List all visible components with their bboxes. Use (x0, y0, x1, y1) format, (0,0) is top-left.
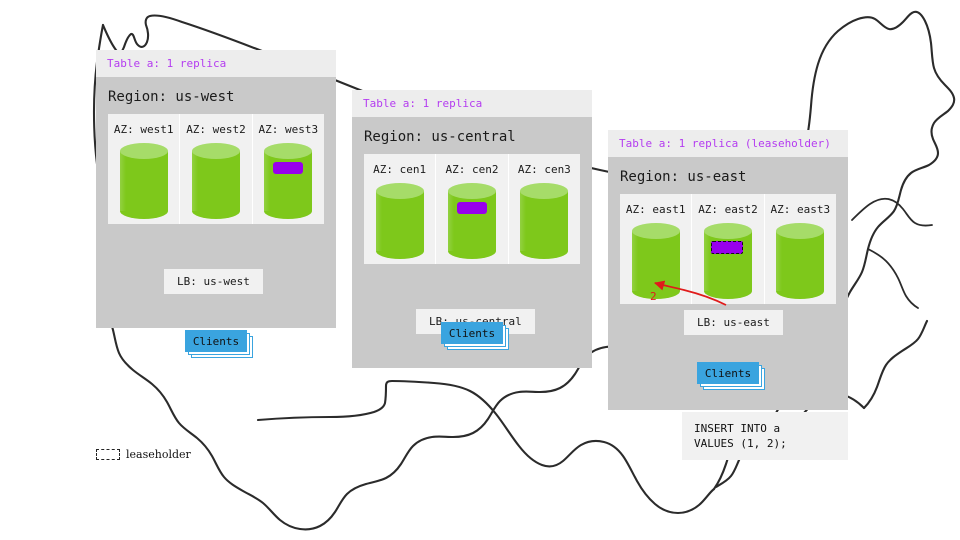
load-balancer-us-east[interactable]: LB: us-east (684, 310, 783, 335)
cylinder-body (264, 151, 313, 211)
region-card-us-central[interactable]: Table a: 1 replica Region: us-central AZ… (352, 90, 592, 368)
cylinder-top (631, 223, 680, 239)
node-cylinder[interactable] (631, 223, 680, 299)
dashed-rect-swatch (96, 449, 120, 460)
cylinder-top (447, 183, 496, 199)
node-cylinder[interactable] (264, 143, 313, 219)
step-2-label: 2 (650, 290, 657, 303)
az-cell-cen3[interactable]: AZ: cen3 (509, 154, 580, 264)
az-label: AZ: east3 (770, 203, 831, 216)
az-cell-west1[interactable]: AZ: west1 (108, 114, 181, 224)
replica-status-label: Table a: 1 replica (leaseholder) (619, 137, 831, 150)
cylinder-top (703, 223, 752, 239)
clients-stack-us-west[interactable]: Clients (185, 330, 253, 358)
region-title: Region: us-west (108, 89, 235, 105)
cylinder-shade (520, 191, 527, 251)
clients-stack-us-east[interactable]: Clients (697, 362, 765, 390)
replica-status-label: Table a: 1 replica (107, 57, 227, 70)
node-cylinder[interactable] (375, 183, 424, 259)
az-label: AZ: west2 (186, 123, 246, 136)
az-label: AZ: east2 (698, 203, 758, 216)
cylinder-body (447, 191, 496, 251)
node-cylinder[interactable] (703, 223, 752, 299)
leaseholder-marker (710, 241, 743, 254)
load-balancer-us-west[interactable]: LB: us-west (164, 269, 263, 294)
node-cylinder[interactable] (119, 143, 168, 219)
node-cylinder[interactable] (520, 183, 569, 259)
az-label: AZ: east1 (625, 203, 686, 216)
az-cell-cen2[interactable]: AZ: cen2 (436, 154, 509, 264)
clients-button[interactable]: Clients (697, 362, 759, 384)
replica-marker (273, 162, 304, 174)
az-row-us-east: AZ: east1 AZ: east2 A (620, 194, 836, 304)
cylinder-shade (375, 191, 382, 251)
az-cell-west2[interactable]: AZ: west2 (180, 114, 253, 224)
cylinder-shade (776, 231, 783, 291)
az-label: AZ: cen1 (373, 163, 427, 176)
cylinder-top (776, 223, 825, 239)
az-cell-east2[interactable]: AZ: east2 (692, 194, 765, 304)
cylinder-body (119, 151, 168, 211)
cylinder-body (776, 231, 825, 291)
node-cylinder[interactable] (447, 183, 496, 259)
region-card-us-west[interactable]: Table a: 1 replica Region: us-west AZ: w… (96, 50, 336, 358)
az-label: AZ: cen3 (517, 163, 571, 176)
cylinder-shade (447, 191, 454, 251)
replica-status-label: Table a: 1 replica (363, 97, 483, 110)
cylinder-top (264, 143, 313, 159)
az-row-us-central: AZ: cen1 AZ: cen2 AZ: (364, 154, 580, 264)
cylinder-shade (703, 231, 710, 291)
cylinder-top (375, 183, 424, 199)
cylinder-body (191, 151, 240, 211)
region-header-us-central: Table a: 1 replica (352, 90, 592, 117)
region-title: Region: us-central (364, 129, 516, 145)
cylinder-shade (191, 151, 198, 211)
node-cylinder[interactable] (191, 143, 240, 219)
az-cell-east3[interactable]: AZ: east3 (765, 194, 836, 304)
region-header-us-east: Table a: 1 replica (leaseholder) (608, 130, 848, 157)
legend-label: leaseholder (126, 448, 191, 461)
cylinder-top (119, 143, 168, 159)
sql-statement-box: INSERT INTO a VALUES (1, 2); (682, 412, 848, 460)
az-label: AZ: west3 (258, 123, 319, 136)
node-cylinder[interactable] (776, 223, 825, 299)
cylinder-body (631, 231, 680, 291)
az-row-us-west: AZ: west1 AZ: west2 AZ: west3 (108, 114, 324, 224)
az-label: AZ: cen2 (445, 163, 499, 176)
region-title: Region: us-east (620, 169, 747, 185)
cylinder-shade (119, 151, 126, 211)
cylinder-shade (264, 151, 271, 211)
cylinder-top (191, 143, 240, 159)
region-header-us-west: Table a: 1 replica (96, 50, 336, 77)
cylinder-top (520, 183, 569, 199)
cylinder-body (520, 191, 569, 251)
cylinder-body (703, 231, 752, 291)
clients-button[interactable]: Clients (185, 330, 247, 352)
legend: leaseholder (96, 448, 191, 461)
cylinder-shade (631, 231, 638, 291)
clients-button[interactable]: Clients (441, 322, 503, 344)
clients-stack-us-central[interactable]: Clients (441, 322, 509, 350)
az-cell-west3[interactable]: AZ: west3 (253, 114, 324, 224)
region-card-us-east[interactable]: Table a: 1 replica (leaseholder) Region:… (608, 130, 848, 410)
replica-marker (456, 202, 487, 214)
az-label: AZ: west1 (113, 123, 174, 136)
az-cell-cen1[interactable]: AZ: cen1 (364, 154, 437, 264)
cylinder-body (375, 191, 424, 251)
az-cell-east1[interactable]: AZ: east1 (620, 194, 693, 304)
